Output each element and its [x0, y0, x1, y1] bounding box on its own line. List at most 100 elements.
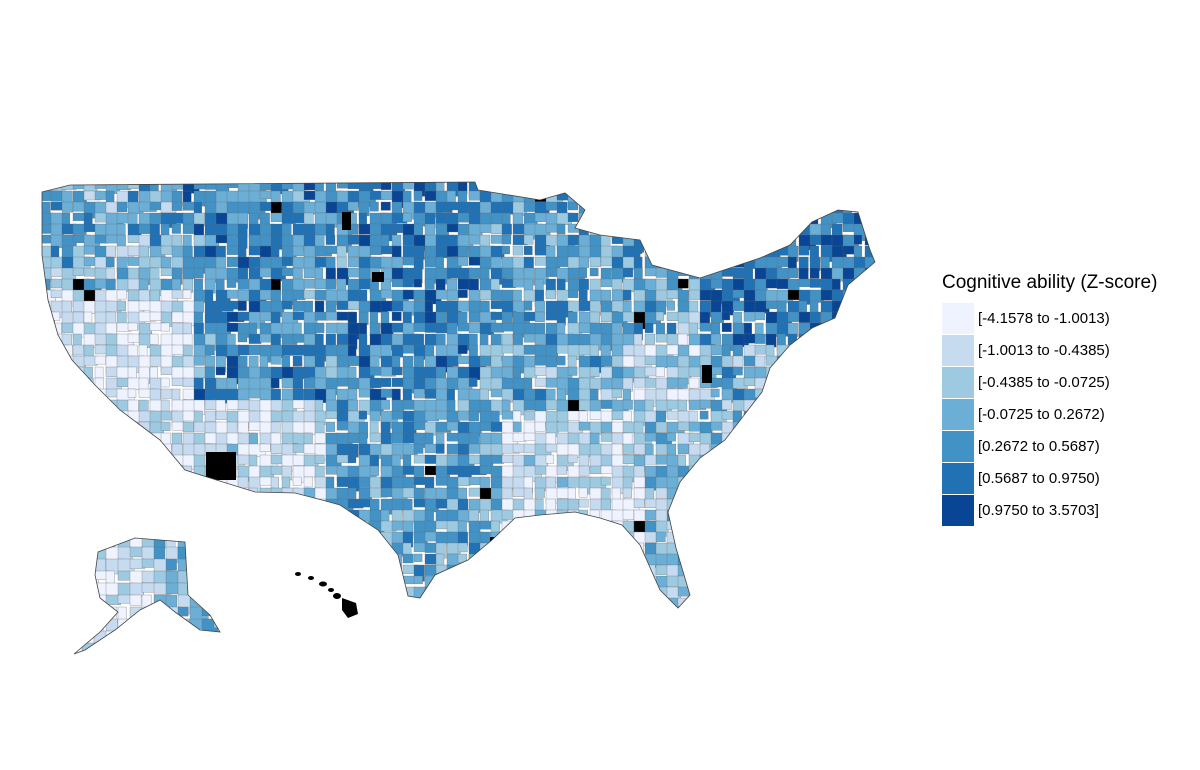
county-cell: [700, 312, 710, 324]
county-cell: [304, 521, 314, 536]
county-cell: [601, 202, 616, 214]
county-cell: [799, 521, 814, 536]
county-cell: [480, 301, 490, 313]
county-cell: [238, 290, 250, 301]
county-cell: [821, 367, 834, 383]
legend-item: [0.9750 to 3.5703]: [942, 494, 1192, 526]
county-cell: [634, 191, 648, 206]
county-cell: [744, 587, 759, 602]
county-cell: [128, 488, 136, 504]
county-cell: [161, 477, 169, 490]
county-cell: [82, 535, 95, 551]
county-cell: [865, 312, 880, 324]
county-cell: [216, 532, 234, 544]
legend-item: [-0.4385 to -0.0725): [942, 366, 1192, 398]
county-cell: [524, 433, 536, 441]
county-cell: [260, 609, 278, 623]
county-cell: [700, 444, 710, 455]
county-cell: [777, 301, 786, 314]
county-cell: [315, 598, 330, 611]
county-cell: [84, 532, 94, 547]
county-cell: [524, 576, 534, 584]
county-cell: [777, 488, 786, 499]
county-cell: [370, 543, 384, 559]
county-cell: [502, 312, 513, 323]
county-cell: [502, 345, 514, 353]
county-cell: [392, 565, 400, 582]
county-cell: [84, 477, 99, 485]
county-cell: [843, 587, 855, 599]
county-cell: [821, 422, 830, 430]
county-cell: [832, 598, 847, 608]
county-cell: [95, 323, 107, 335]
county-cell: [62, 367, 75, 375]
county-cell: [799, 444, 815, 461]
county-cell: [117, 455, 128, 468]
county-cell: [51, 587, 67, 604]
county-cell: [70, 571, 79, 583]
county-cell: [469, 411, 479, 421]
county-cell: [161, 488, 173, 502]
county-cell: [326, 543, 339, 553]
county-cell: [733, 477, 748, 491]
county-cell: [524, 510, 536, 525]
county-cell: [810, 477, 818, 485]
county-cell: [832, 180, 841, 194]
county-cell: [183, 477, 196, 492]
county-cell: [190, 559, 202, 578]
county-cell: [436, 587, 445, 602]
county-cell: [282, 301, 292, 309]
county-cell: [524, 279, 533, 291]
county-cell: [414, 257, 423, 269]
county-cell: [766, 213, 783, 231]
county-cell: [810, 455, 821, 468]
county-cell: [202, 559, 214, 568]
county-cell: [821, 323, 830, 332]
county-cell: [447, 191, 456, 203]
county-cell: [700, 224, 709, 241]
county-cell: [689, 257, 697, 273]
county-cell: [370, 367, 382, 376]
county-cell: [799, 488, 807, 500]
county-cell: [106, 323, 117, 334]
county-cell: [590, 180, 604, 190]
county-cell: [315, 312, 328, 320]
county-cell: [205, 532, 218, 545]
county-cell: [755, 455, 767, 470]
county-cell: [524, 543, 541, 559]
county-cell: [733, 235, 747, 249]
choropleth-map: [0, 0, 900, 770]
county-cell: [546, 554, 557, 562]
county-cell: [689, 598, 701, 615]
county-cell: [370, 554, 387, 566]
county-cell: [425, 598, 435, 615]
county-cell: [513, 543, 527, 560]
legend-swatch: [942, 431, 974, 462]
county-cell: [469, 400, 480, 413]
county-cell: [84, 543, 99, 554]
county-cell: [315, 565, 326, 579]
county-cell: [832, 543, 849, 557]
county-cell: [601, 598, 610, 606]
county-cell: [854, 565, 868, 579]
county-cell: [205, 510, 217, 520]
county-cell: [205, 554, 217, 571]
county-cell: [799, 565, 809, 573]
county-cell: [535, 554, 550, 565]
county-cell: [62, 334, 72, 346]
county-cell: [403, 400, 415, 410]
county-cell: [755, 477, 765, 492]
county-cell: [876, 257, 891, 269]
county-cell: [722, 323, 732, 332]
county-cell: [777, 422, 793, 440]
county-cell: [51, 609, 64, 620]
county-cell: [843, 378, 858, 395]
county-cell: [766, 477, 782, 494]
county-cell: [755, 521, 773, 530]
county-cell: [70, 547, 89, 565]
county-cell: [381, 180, 391, 190]
county-cell: [62, 532, 72, 540]
county-cell: [425, 191, 437, 201]
county-cell: [557, 477, 569, 487]
county-cell: [876, 477, 889, 486]
